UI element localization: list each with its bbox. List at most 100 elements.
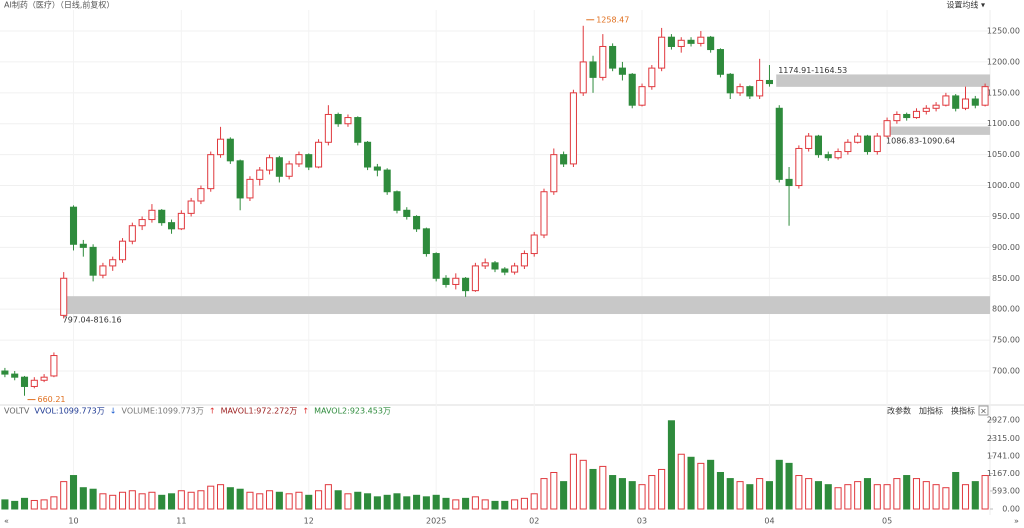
indicator-label: ↑ xyxy=(209,407,216,416)
y-tick-label: 1050.00 xyxy=(987,150,1020,159)
zone xyxy=(60,296,991,315)
candle-body xyxy=(932,104,940,109)
candle-body xyxy=(550,154,558,193)
volume-bar xyxy=(393,493,401,510)
volume-bar xyxy=(217,484,225,510)
candle-body xyxy=(432,253,440,279)
volume-bar xyxy=(89,488,97,510)
candle-body xyxy=(491,262,499,270)
volume-bar xyxy=(452,499,460,510)
y-tick-label: 1200.00 xyxy=(987,57,1020,66)
indicator-button[interactable]: 加指标 xyxy=(919,406,943,416)
close-icon[interactable]: × xyxy=(980,407,987,416)
candle-body xyxy=(1,370,9,375)
x-tick-label: 12 xyxy=(304,517,314,526)
volume-bar xyxy=(315,490,323,510)
volume-bar xyxy=(246,491,254,510)
candle-body xyxy=(403,209,411,217)
candle-body xyxy=(413,215,421,230)
volume-bar xyxy=(197,490,205,510)
candle-body xyxy=(462,277,470,292)
volume-bar xyxy=(236,488,244,510)
candle-body xyxy=(942,95,950,106)
candle-body xyxy=(775,107,783,180)
volume-bar xyxy=(824,484,832,510)
scroll-right[interactable]: » xyxy=(1014,517,1019,526)
candle-body xyxy=(707,36,715,51)
candle-body xyxy=(207,154,215,190)
volume-tick-label: 2315.00 xyxy=(987,434,1020,443)
candle-body xyxy=(922,107,930,112)
volume-bar xyxy=(324,484,332,510)
volume-bar xyxy=(109,494,117,510)
chart-title: AI制药（医疗）（日线,前复权） xyxy=(4,0,114,10)
volume-bar xyxy=(295,491,303,510)
candle-body xyxy=(481,262,489,267)
volume-bar xyxy=(873,484,881,510)
volume-bar xyxy=(618,478,626,510)
volume-bar xyxy=(207,485,215,510)
volume-tick-label: 593.00 xyxy=(992,486,1020,495)
volume-bar xyxy=(746,484,754,510)
indicator-label: MAVOL2:923.453万 xyxy=(314,407,391,416)
close-box[interactable] xyxy=(978,405,989,416)
candle-body xyxy=(560,154,568,165)
candle-body xyxy=(128,225,136,242)
volume-bar xyxy=(50,496,58,510)
candle-body xyxy=(599,45,607,78)
volume-bar xyxy=(226,487,234,510)
candle-body xyxy=(285,163,293,177)
candle-body xyxy=(756,79,764,97)
volume-bar xyxy=(138,493,146,510)
candle-body xyxy=(226,138,234,162)
zone-label: 797.04-816.16 xyxy=(63,316,122,325)
candle-body xyxy=(30,379,38,387)
annotation-label: 660.21 xyxy=(38,395,66,404)
volume-bar xyxy=(658,468,666,510)
candle-body xyxy=(69,206,78,245)
y-tick-label: 1000.00 xyxy=(987,181,1020,190)
volume-bar xyxy=(756,478,764,510)
zone xyxy=(776,74,990,87)
volume-bar xyxy=(462,497,470,510)
ma-button[interactable]: 设置均线 ▾ xyxy=(946,0,985,10)
candle-body xyxy=(540,191,548,236)
volume-bar xyxy=(481,499,489,510)
candle-body xyxy=(736,86,744,94)
volume-bar xyxy=(266,490,274,510)
volume-tick-label: 0.00 xyxy=(1002,505,1020,514)
zone-label: 1086.83-1090.64 xyxy=(886,136,955,145)
indicator-button[interactable]: 改参数 xyxy=(887,406,911,416)
indicator-button[interactable]: 换指标 xyxy=(951,406,975,416)
x-tick-label: 05 xyxy=(882,517,892,526)
volume-bar xyxy=(177,490,185,510)
candle-body xyxy=(354,117,362,143)
candle-body xyxy=(795,147,803,187)
x-tick-label: 04 xyxy=(764,517,774,526)
indicator-label: ↑ xyxy=(302,407,309,416)
volume-bar xyxy=(383,494,391,510)
annotation-label: 1258.47 xyxy=(596,15,629,24)
volume-bar xyxy=(677,453,685,510)
volume-bar xyxy=(795,475,803,510)
volume-bar xyxy=(187,491,195,510)
candle-body xyxy=(167,222,176,230)
volume-bar xyxy=(765,481,773,510)
candle-body xyxy=(677,39,685,47)
volume-bar xyxy=(560,481,568,510)
volume-bar xyxy=(609,475,617,510)
volume-bar xyxy=(432,494,440,510)
volume-bar xyxy=(834,487,842,510)
volume-bar xyxy=(344,493,352,510)
volume-bar xyxy=(422,496,430,510)
volume-bar xyxy=(364,493,372,510)
volume-bar xyxy=(69,475,78,510)
scroll-left[interactable]: « xyxy=(4,517,9,526)
volume-bar xyxy=(805,478,813,510)
volume-bar xyxy=(854,481,862,510)
candle-body xyxy=(814,135,823,156)
volume-bar xyxy=(638,484,646,510)
candle-body xyxy=(256,169,264,180)
volume-bar xyxy=(11,500,19,510)
candle-body xyxy=(344,117,352,125)
